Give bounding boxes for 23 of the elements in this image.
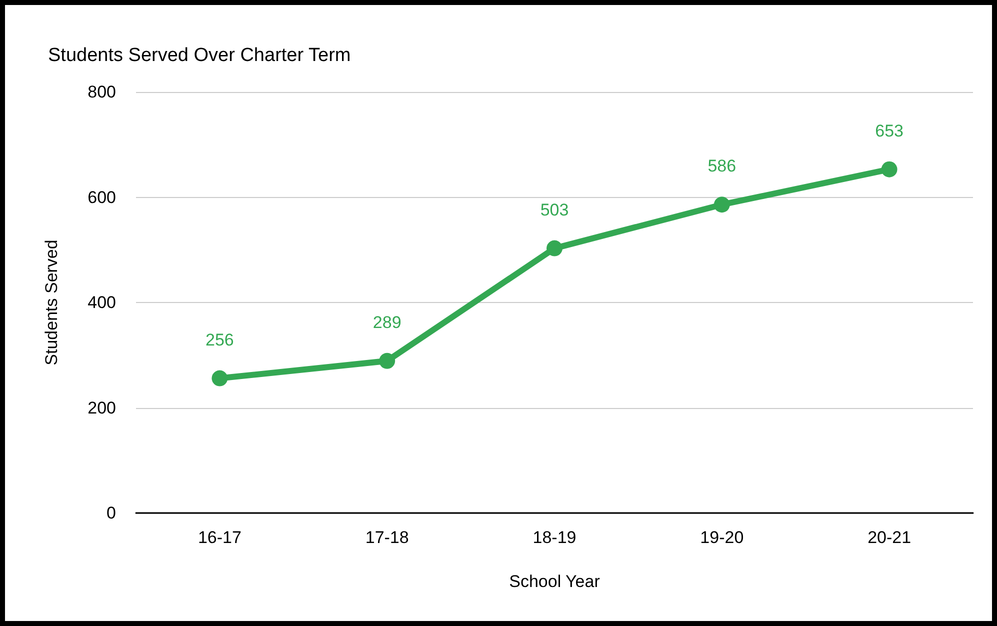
data-label: 586 bbox=[708, 156, 736, 176]
data-label: 256 bbox=[206, 330, 234, 350]
data-label: 289 bbox=[372, 312, 402, 332]
x-axis-title: School Year bbox=[509, 572, 600, 591]
point bbox=[379, 352, 396, 369]
point bbox=[546, 240, 562, 256]
y-tick-label: 600 bbox=[88, 188, 116, 207]
y-tick-label: 0 bbox=[106, 504, 116, 522]
y-tick-label: 400 bbox=[88, 293, 116, 312]
point bbox=[212, 370, 228, 386]
point bbox=[881, 161, 898, 178]
x-tick-label: 18-19 bbox=[532, 528, 576, 547]
y-axis-title: Students Served bbox=[42, 240, 61, 366]
y-tick-label: 200 bbox=[88, 398, 116, 418]
data-label: 653 bbox=[875, 121, 904, 140]
y-tick-label: 800 bbox=[88, 82, 116, 102]
x-tick-label: 19-20 bbox=[700, 528, 744, 547]
x-tick-label: 16-17 bbox=[198, 528, 242, 547]
x-tick-label: 17-18 bbox=[365, 528, 409, 547]
x-tick-label: 20-21 bbox=[868, 528, 912, 547]
point bbox=[714, 196, 730, 213]
chart-title: Students Served Over Charter Term bbox=[48, 45, 351, 66]
data-label: 503 bbox=[540, 200, 569, 220]
